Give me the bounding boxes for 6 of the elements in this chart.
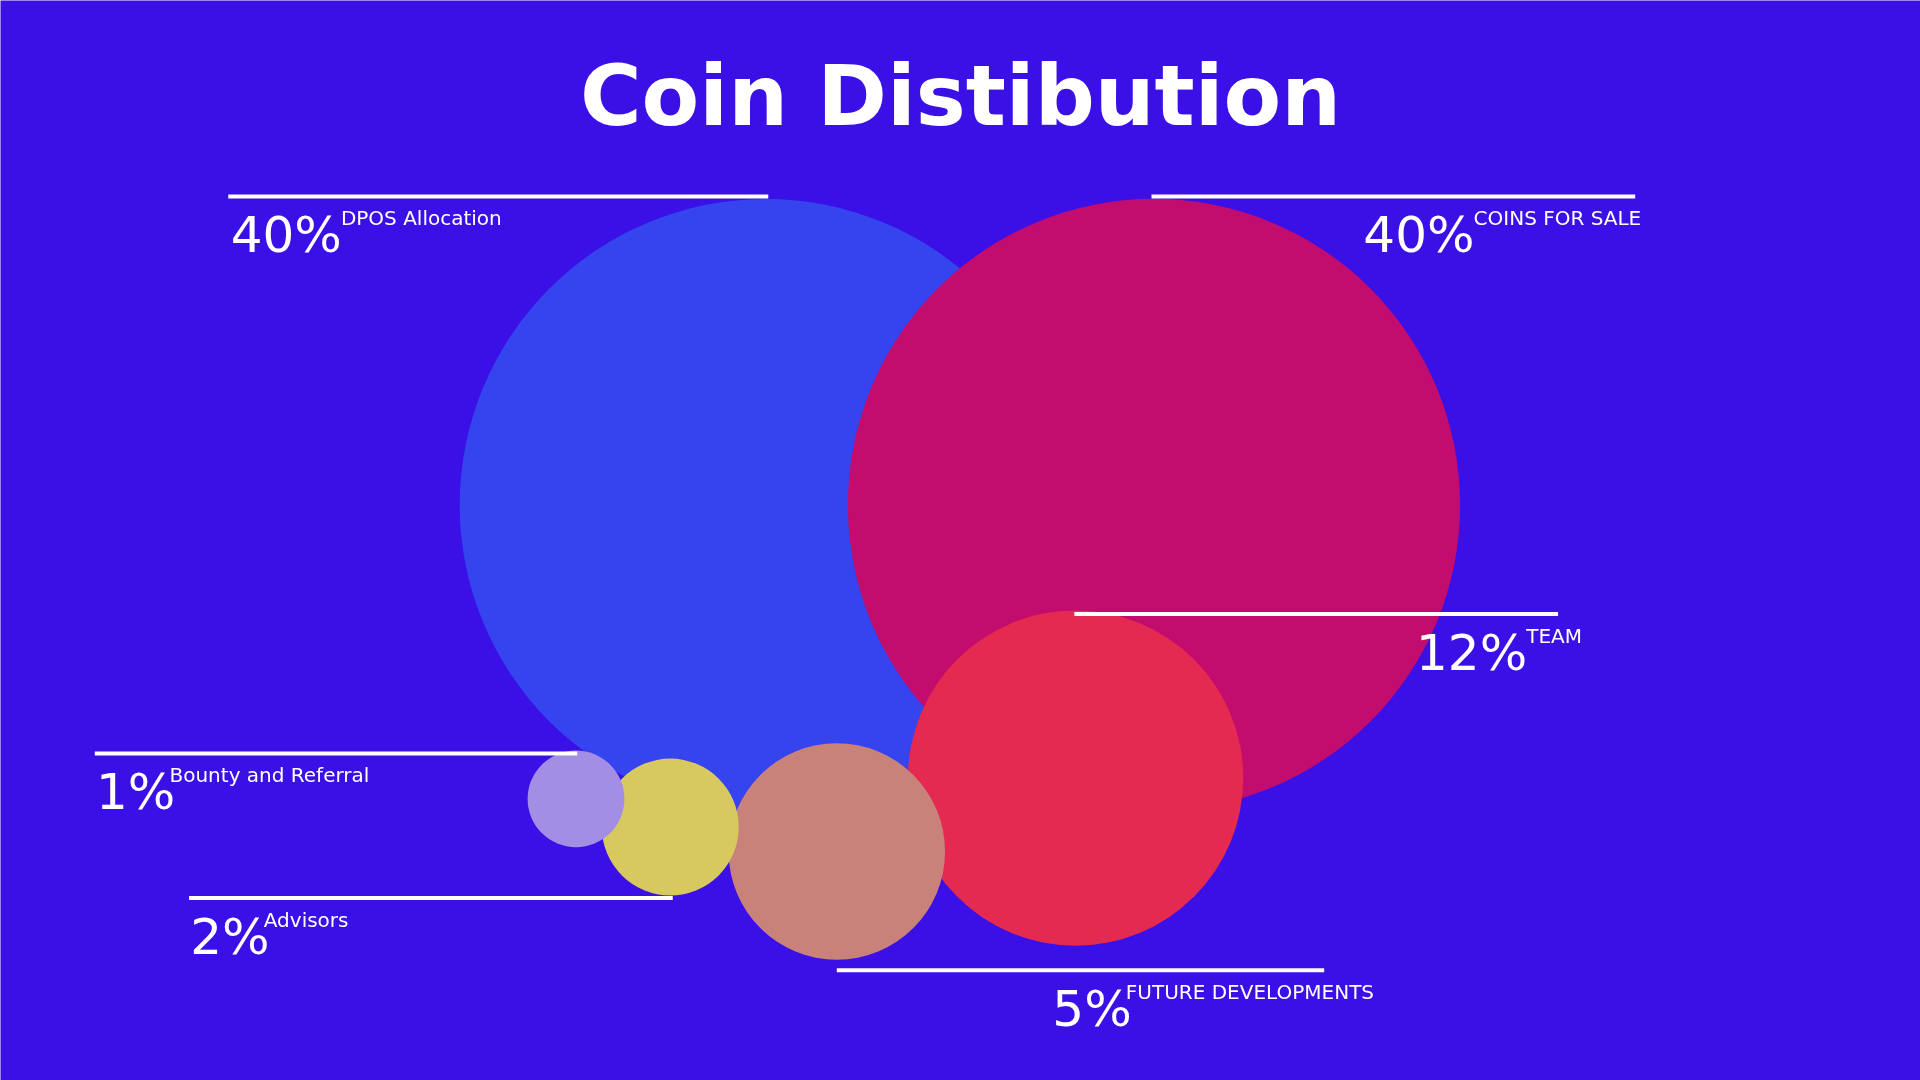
category-label: DPOS Allocation	[340, 206, 502, 231]
data-label: 40%	[1363, 206, 1475, 265]
category-label: TEAM	[1525, 623, 1583, 648]
data-label: 40%	[230, 206, 342, 265]
category-label: COINS FOR SALE	[1473, 206, 1642, 231]
text: Coin Distibution	[579, 47, 1342, 146]
